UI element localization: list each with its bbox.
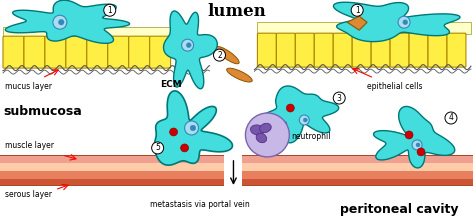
Circle shape — [412, 140, 422, 150]
Circle shape — [53, 15, 67, 29]
FancyBboxPatch shape — [66, 36, 87, 68]
Text: 2: 2 — [217, 51, 222, 60]
Circle shape — [303, 118, 307, 122]
Text: 1: 1 — [355, 6, 360, 15]
FancyBboxPatch shape — [87, 36, 108, 68]
Text: 4: 4 — [448, 113, 454, 123]
Text: lumen: lumen — [207, 3, 266, 20]
FancyBboxPatch shape — [276, 33, 295, 67]
Circle shape — [417, 148, 425, 156]
Circle shape — [398, 16, 410, 28]
Ellipse shape — [260, 123, 271, 133]
Text: ECM: ECM — [160, 80, 182, 89]
FancyBboxPatch shape — [24, 36, 45, 68]
Circle shape — [286, 104, 294, 112]
FancyBboxPatch shape — [150, 36, 171, 68]
Polygon shape — [154, 91, 232, 165]
Circle shape — [351, 4, 363, 16]
Circle shape — [184, 121, 199, 135]
Circle shape — [186, 43, 191, 48]
Bar — [0, 155, 473, 163]
FancyBboxPatch shape — [3, 36, 24, 68]
Circle shape — [246, 113, 289, 157]
Ellipse shape — [250, 125, 264, 135]
FancyBboxPatch shape — [409, 33, 428, 67]
Polygon shape — [258, 86, 339, 143]
Text: neutrophil: neutrophil — [292, 133, 331, 141]
Circle shape — [190, 125, 196, 131]
Text: epithelial cells: epithelial cells — [367, 82, 423, 91]
FancyBboxPatch shape — [390, 33, 409, 67]
Bar — [0, 171, 473, 179]
Bar — [0, 163, 473, 171]
FancyBboxPatch shape — [333, 33, 352, 67]
Text: mucus layer: mucus layer — [5, 82, 52, 91]
Bar — [0, 179, 473, 185]
Circle shape — [104, 4, 116, 16]
Circle shape — [170, 128, 178, 136]
Ellipse shape — [227, 68, 252, 82]
Text: 3: 3 — [337, 93, 342, 103]
Bar — [257, 22, 471, 34]
Polygon shape — [374, 106, 455, 168]
Circle shape — [152, 142, 164, 154]
FancyBboxPatch shape — [447, 33, 466, 67]
Polygon shape — [164, 11, 217, 89]
Circle shape — [58, 20, 64, 25]
Circle shape — [416, 143, 420, 147]
FancyBboxPatch shape — [352, 33, 371, 67]
Ellipse shape — [256, 133, 267, 143]
Text: peritoneal cavity: peritoneal cavity — [340, 203, 458, 216]
Text: metastasis via portal vein: metastasis via portal vein — [150, 200, 249, 209]
Bar — [225, 153, 242, 188]
Polygon shape — [5, 0, 129, 43]
FancyBboxPatch shape — [428, 33, 447, 67]
Circle shape — [333, 92, 345, 104]
FancyBboxPatch shape — [257, 33, 276, 67]
Circle shape — [403, 20, 408, 25]
Circle shape — [299, 115, 310, 125]
Ellipse shape — [216, 46, 239, 64]
Circle shape — [405, 131, 413, 139]
FancyBboxPatch shape — [129, 36, 150, 68]
Text: muscle layer: muscle layer — [5, 141, 54, 150]
Text: 1: 1 — [108, 6, 112, 15]
Text: serous layer: serous layer — [5, 190, 52, 199]
FancyBboxPatch shape — [295, 33, 314, 67]
Text: 5: 5 — [155, 143, 160, 153]
Text: submucosa: submucosa — [3, 105, 82, 118]
FancyBboxPatch shape — [45, 36, 66, 68]
Circle shape — [181, 144, 189, 152]
FancyBboxPatch shape — [108, 36, 129, 68]
FancyBboxPatch shape — [314, 33, 333, 67]
FancyBboxPatch shape — [371, 33, 390, 67]
Polygon shape — [334, 2, 460, 42]
Polygon shape — [347, 16, 367, 30]
Circle shape — [213, 49, 226, 61]
Circle shape — [445, 112, 457, 124]
Circle shape — [182, 39, 193, 51]
Bar — [3, 27, 174, 37]
